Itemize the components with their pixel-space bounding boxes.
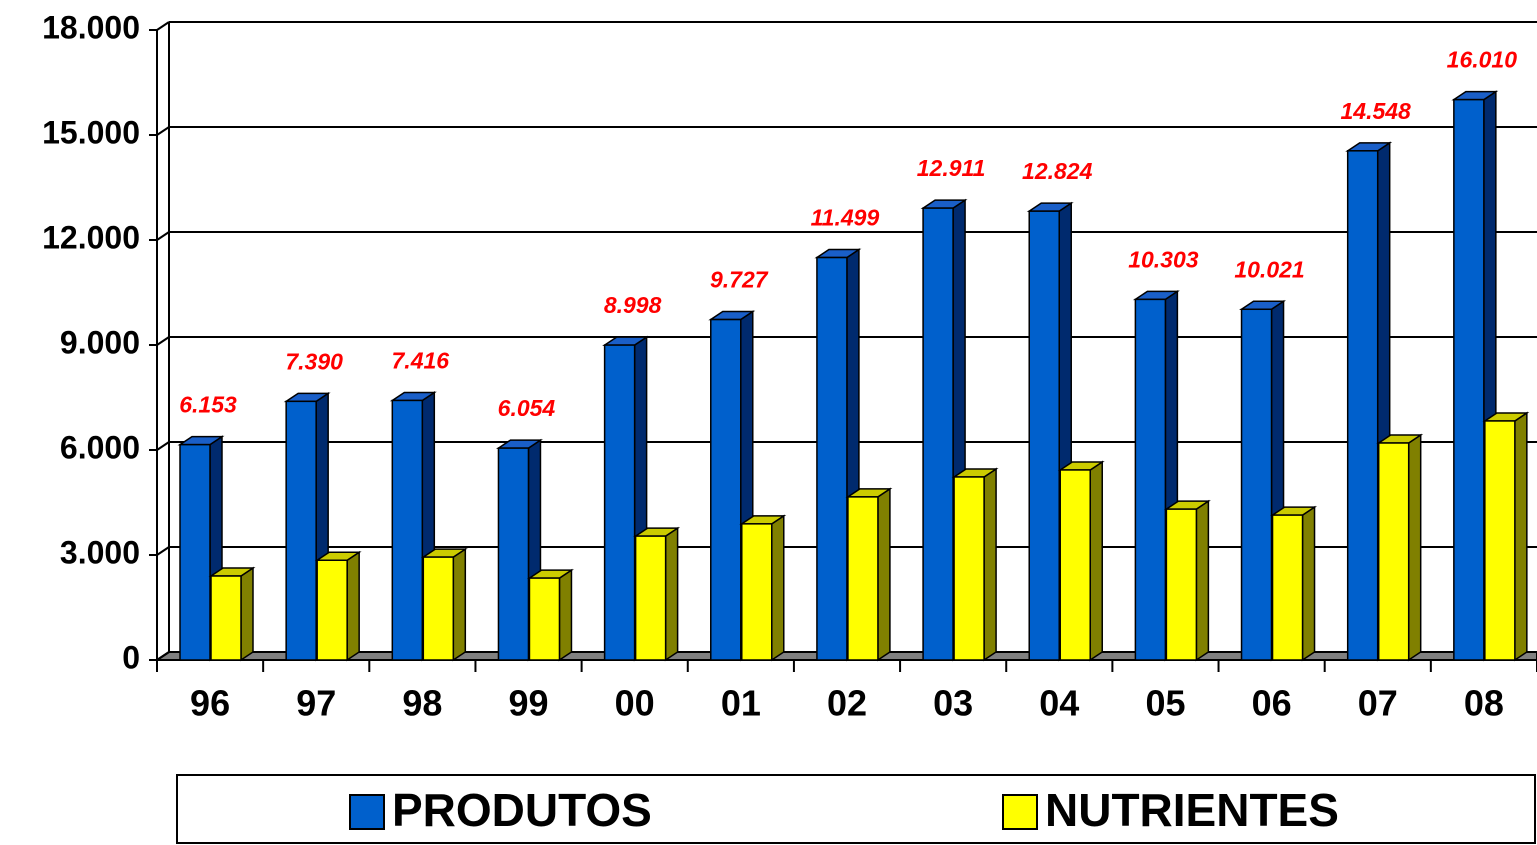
value-label: 10.303	[1128, 246, 1199, 272]
bar-side	[664, 526, 679, 662]
bar	[710, 318, 742, 661]
bar	[391, 399, 424, 661]
bar	[1453, 98, 1485, 661]
bar	[741, 523, 773, 661]
value-label: 8.998	[604, 292, 662, 318]
grid-connector	[156, 441, 170, 451]
value-label: 12.911	[917, 155, 986, 181]
x-tick-label: 01	[721, 683, 761, 724]
bar-side	[240, 566, 254, 662]
grid-connector	[156, 546, 170, 556]
legend-label: NUTRIENTES	[1045, 784, 1339, 836]
bar	[1165, 508, 1198, 661]
bar	[922, 207, 954, 661]
y-tick-label: 18.000	[42, 9, 140, 45]
bar-side	[346, 550, 360, 662]
bar	[210, 575, 242, 661]
bar	[1377, 442, 1410, 661]
bar	[634, 535, 667, 661]
bar	[847, 496, 879, 661]
bar-side	[983, 467, 997, 662]
grid-connector	[156, 336, 170, 346]
bar	[1059, 469, 1091, 661]
bar-side	[452, 547, 467, 662]
y-tick-label: 6.000	[60, 429, 140, 465]
x-tick-label: 00	[615, 683, 655, 724]
bar	[1484, 420, 1516, 661]
x-tick-label: 05	[1145, 683, 1185, 724]
value-label: 6.153	[179, 392, 237, 418]
bar	[422, 556, 455, 661]
value-label: 16.010	[1447, 47, 1518, 73]
bar	[285, 400, 317, 661]
grid-connector	[156, 231, 170, 241]
x-tick-label: 04	[1039, 683, 1079, 724]
grid-connector	[156, 126, 170, 136]
value-label: 7.390	[285, 348, 343, 374]
y-tick-label: 12.000	[42, 219, 140, 255]
bar-side	[1195, 499, 1210, 662]
y-tick-label: 15.000	[42, 114, 140, 150]
y-tick-label: 9.000	[60, 324, 140, 360]
x-tick-label: 02	[827, 683, 867, 724]
value-label: 12.824	[1022, 158, 1093, 184]
bar	[1028, 210, 1060, 661]
bar	[816, 256, 848, 661]
bar-side	[1089, 460, 1103, 662]
bar-side	[558, 568, 573, 662]
value-label: 11.499	[811, 205, 880, 231]
bar	[1134, 298, 1167, 661]
legend-label: PRODUTOS	[392, 784, 652, 836]
x-tick-label: 97	[296, 683, 336, 724]
bar-side	[1407, 433, 1422, 662]
bar-side	[771, 514, 785, 662]
value-label: 14.548	[1341, 98, 1412, 124]
grid-connector	[156, 651, 170, 661]
legend-swatch	[1002, 794, 1038, 830]
bar	[497, 447, 530, 661]
value-label: 7.416	[392, 348, 450, 374]
x-tick-label: 06	[1252, 683, 1292, 724]
bar-side	[1514, 411, 1528, 662]
x-tick-label: 03	[933, 683, 973, 724]
value-label: 10.021	[1234, 256, 1304, 282]
bar	[953, 476, 985, 661]
bar	[603, 344, 636, 661]
legend-box	[176, 774, 1536, 844]
bar	[1271, 514, 1304, 661]
bar	[316, 559, 348, 661]
x-tick-label: 07	[1358, 683, 1398, 724]
y-tick-label: 3.000	[60, 534, 140, 570]
bar-side	[877, 487, 891, 662]
x-tick-label: 98	[402, 683, 442, 724]
value-label: 9.727	[710, 267, 769, 293]
legend-swatch	[349, 794, 385, 830]
bar	[1240, 308, 1273, 661]
x-tick-label: 08	[1464, 683, 1504, 724]
bar	[1346, 150, 1379, 661]
bar	[528, 577, 561, 661]
bar	[179, 443, 211, 661]
grid-connector	[156, 21, 170, 31]
bar-side	[1301, 505, 1316, 662]
y-tick-label: 0	[122, 639, 140, 675]
x-tick-label: 99	[509, 683, 549, 724]
x-tick-label: 96	[190, 683, 230, 724]
value-label: 6.054	[498, 395, 556, 421]
